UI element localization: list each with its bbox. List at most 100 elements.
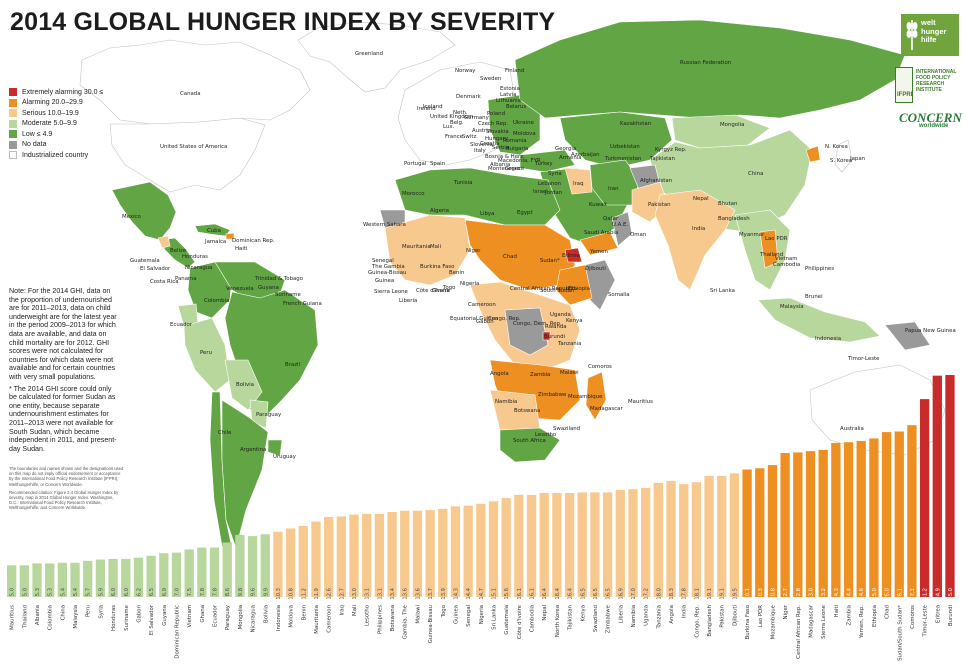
bar: [641, 487, 651, 597]
wheat-icon: [906, 20, 918, 50]
bar-value-label: 16.4: [555, 587, 561, 599]
bar-value-label: 22.8: [796, 588, 802, 600]
map-country-label: Indonesia: [815, 336, 841, 342]
map-country-label: Ukraine: [513, 120, 535, 126]
map-country-label: Ireland: [417, 106, 436, 112]
bar-category-label: Madagascar: [808, 604, 814, 637]
logo-text: INTERNATIONAL FOOD POLICY RESEARCH INSTI…: [916, 69, 957, 93]
map-country-label: Estonia: [500, 86, 520, 92]
bar-category-label: Kenya: [580, 605, 586, 622]
bar-value-label: 19.1: [720, 588, 726, 600]
map-country-label: Zimbabwe: [538, 392, 567, 398]
map-country-label: Senegal: [372, 258, 394, 264]
map-country-label: Serbia: [492, 145, 509, 151]
bar: [932, 375, 942, 597]
bar-category-label: Angola: [669, 605, 675, 624]
bar-category-label: Guinea: [453, 605, 459, 624]
bar: [945, 375, 955, 597]
map-country-label: Oman: [630, 232, 646, 238]
map-country-label: The Gambia: [371, 264, 405, 270]
bar-category-label: India: [682, 605, 688, 618]
country-shape-oman: [611, 211, 633, 247]
map-country-label: Romania: [503, 138, 527, 144]
bar: [818, 449, 828, 597]
bar: [146, 555, 156, 597]
map-country-label: Suriname: [275, 292, 302, 298]
map-country-label: Burkina Faso: [420, 264, 454, 270]
country-shape-europe: [397, 61, 516, 166]
bar-category-label: Honduras: [111, 605, 117, 631]
bar-value-label: 24.3: [834, 588, 840, 600]
map-country-label: Bangladesh: [718, 216, 750, 222]
bar-category-label: Ecuador: [213, 604, 219, 627]
bar: [463, 505, 473, 597]
bar-value-label: 13.9: [441, 588, 447, 600]
map-country-label: Malawi: [560, 370, 579, 376]
bar: [32, 563, 42, 597]
bar: [209, 547, 220, 597]
bar-value-label: 26.0: [885, 588, 891, 600]
bar: [121, 558, 131, 597]
bar: [311, 521, 321, 597]
bar: [869, 438, 879, 597]
country-shape-laos-cambodia: [759, 229, 779, 269]
bar-value-label: 19.5: [732, 588, 738, 600]
map-country-label: Belize: [170, 248, 187, 254]
map-country-label: Swaziland: [553, 426, 580, 432]
bar-value-label: 5.9: [98, 588, 104, 596]
bar-category-label: Lesotho: [365, 605, 371, 626]
legend-label: Extremely alarming 30.0 ≤: [22, 88, 104, 96]
legend-item-moderate: Moderate 5.0–9.9: [9, 119, 103, 130]
map-country-label: Côte d'Ivoire: [416, 287, 451, 294]
map-country-label: Jamaica: [204, 239, 226, 245]
legend-swatch: [9, 140, 17, 149]
bar-value-label: 19.1: [707, 588, 713, 600]
legend-swatch: [9, 98, 17, 107]
bar: [171, 552, 182, 597]
map-country-label: Ecuador: [170, 322, 193, 328]
bar-category-label: Nigeria: [479, 605, 485, 624]
bar-value-label: 11.9: [314, 588, 320, 600]
legend-label: Moderate 5.0–9.9: [22, 120, 77, 128]
map-country-label: Kyrgyz Rep.: [655, 147, 687, 153]
map-country-label: Ghana: [432, 288, 450, 294]
map-country-label: Paraguay: [256, 412, 282, 418]
bar: [919, 399, 930, 597]
bar-category-label: Côte d'Ivoire: [516, 604, 523, 639]
bar-value-label: 6.2: [136, 588, 142, 596]
country-shape-iraq: [564, 167, 593, 195]
map-country-label: Eritrea: [562, 253, 580, 259]
map-country-label: Yemen: [589, 249, 608, 255]
legend-item-serious: Serious 10.0–19.9: [9, 108, 103, 119]
bar-value-label: 7.5: [187, 588, 193, 596]
bar-category-label: Dominican Republic: [174, 605, 180, 659]
bar-category-label: Moldova: [289, 605, 295, 628]
map-country-label: Germany: [464, 115, 490, 121]
map-country-label: Tunisia: [453, 180, 472, 186]
bar-category-label: Mauritania: [314, 605, 320, 634]
bar: [450, 506, 461, 597]
map-country-label: Costa Rica: [150, 279, 179, 285]
bar: [45, 563, 55, 597]
map-country-label: Uzbekistan: [610, 144, 640, 150]
map-country-label: Israel: [533, 189, 548, 195]
bar: [831, 442, 841, 597]
map-country-label: Tajikistan: [649, 156, 675, 162]
bar-value-label: 18.1: [694, 588, 700, 600]
map-country-label: Czech Rep.: [478, 121, 508, 127]
country-shape-indonesia: [757, 297, 881, 343]
legend-label: Industrialized country: [22, 151, 89, 159]
map-country-label: Slovenia: [470, 142, 493, 148]
bar-category-label: China: [60, 605, 66, 620]
map-country-label: Italy: [474, 148, 487, 154]
map-country-label: Saudi Arabia: [584, 230, 618, 236]
bar: [679, 484, 689, 597]
map-country-label: Neth.: [453, 110, 468, 116]
bar-value-label: 5.4: [60, 587, 66, 596]
bar-value-label: 16.5: [580, 588, 586, 600]
map-country-label: South Sudan*: [540, 288, 577, 294]
map-country-label: Sudan*: [540, 258, 560, 264]
map-country-label: Belarus: [506, 104, 526, 110]
bar-category-label: Nicaragua: [251, 605, 257, 632]
map-country-label: Kuwait: [589, 202, 607, 208]
